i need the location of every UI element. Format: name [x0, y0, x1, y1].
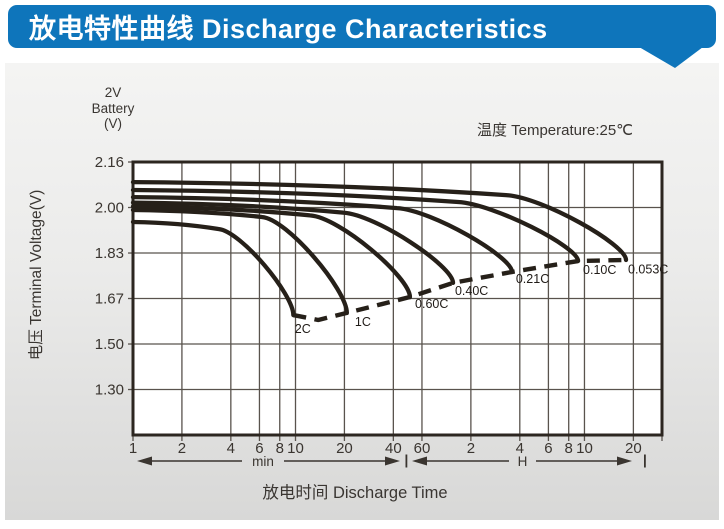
curve-0.053C — [130, 179, 629, 263]
y-tick-label: 1.50 — [95, 336, 124, 353]
y-tick-label: 1.30 — [95, 382, 124, 399]
curve-0.10C — [130, 187, 581, 264]
battery-unit: (V) — [104, 116, 122, 131]
curve-labels: 2C 1C 0.60C 0.40C 0.21C 0.10C 0.053C — [295, 263, 669, 337]
minute-range-arrow: min — [137, 454, 400, 469]
x-axis-title: 放电时间 Discharge Time — [262, 484, 448, 502]
title-banner: 放电特性曲线 Discharge Characteristics — [8, 5, 716, 48]
battery-type-label: 2V Battery (V) — [75, 85, 151, 132]
x-tick-label: 20 — [336, 440, 353, 457]
minute-range-arrow-label: min — [252, 454, 274, 469]
curve-label-2C: 2C — [295, 322, 311, 336]
curve-label-1C: 1C — [355, 315, 371, 329]
curve-label-0.21C: 0.21C — [516, 272, 549, 286]
curve-label-0.10C: 0.10C — [583, 263, 616, 277]
x-tick-label: 10 — [576, 440, 593, 457]
curve-0.40C — [130, 200, 456, 286]
y-tick-labels: 2.16 2.00 1.83 1.67 1.50 1.30 — [95, 154, 124, 399]
x-tick-label: 8 — [565, 440, 573, 457]
y-tick-label: 1.83 — [95, 245, 124, 262]
battery-word: Battery — [91, 100, 135, 116]
curve-label-0.053C: 0.053C — [628, 263, 668, 277]
curve-0.21C — [130, 194, 515, 275]
x-tick-label: 60 — [414, 440, 431, 457]
x-tick-label: 40 — [385, 440, 402, 457]
curve-0.60C — [130, 204, 413, 300]
hour-range-arrow: H — [412, 454, 632, 469]
x-tick-label: 8 — [276, 440, 284, 457]
y-tick-label: 2.16 — [95, 154, 124, 171]
x-tick-labels: 1 2 4 6 8 10 20 40 60 2 4 6 8 10 20 — [129, 440, 642, 457]
curve-label-0.40C: 0.40C — [455, 284, 488, 298]
x-tick-label: 10 — [287, 440, 304, 457]
hour-range-arrow-label: H — [518, 454, 528, 469]
x-tick-label: 20 — [625, 440, 642, 457]
temperature-label: 温度 Temperature:25℃ — [476, 122, 634, 139]
curve-label-0.60C: 0.60C — [415, 297, 448, 311]
axis-separator-bar — [405, 454, 408, 468]
page-title: 放电特性曲线 Discharge Characteristics — [29, 14, 548, 44]
y-tick-label: 2.00 — [95, 200, 124, 217]
y-tick-label: 1.67 — [95, 291, 124, 308]
plot-border — [131, 160, 664, 437]
x-tick-label: 6 — [544, 440, 552, 457]
axis-end-bar — [644, 454, 646, 468]
battery-voltage: 2V — [104, 85, 122, 100]
x-tick-label: 6 — [255, 440, 263, 457]
curve-2C — [130, 219, 296, 318]
x-tick-label: 1 — [129, 440, 137, 457]
dashed-envelope — [292, 257, 627, 323]
x-tick-label: 2 — [467, 440, 475, 457]
x-tick-label: 4 — [227, 440, 235, 457]
curve-1C — [130, 207, 350, 316]
x-tick-label: 4 — [516, 440, 524, 457]
x-tick-label: 2 — [178, 440, 186, 457]
